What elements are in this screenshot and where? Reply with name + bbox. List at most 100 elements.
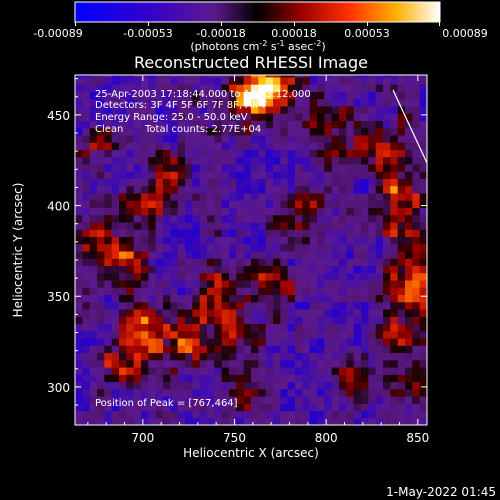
heatmap-cell	[97, 163, 105, 172]
heatmap-cell	[375, 113, 384, 121]
heatmap-cell	[192, 105, 201, 114]
heatmap-cell	[405, 374, 413, 383]
heatmap-cell	[412, 345, 421, 354]
heatmap-cell	[317, 308, 325, 317]
heatmap-cell	[412, 308, 421, 317]
heatmap-cell	[346, 113, 355, 121]
heatmap-cell	[207, 337, 215, 346]
heatmap-cell	[397, 272, 406, 281]
heatmap-cell	[375, 417, 384, 425]
heatmap-cell	[89, 337, 98, 346]
heatmap-cell	[390, 98, 399, 107]
heatmap-cell	[221, 374, 230, 383]
heatmap-cell	[265, 229, 274, 237]
heatmap-cell	[412, 76, 421, 85]
heatmap-cell	[302, 250, 311, 259]
heatmap-cell	[287, 185, 296, 194]
heatmap-cell	[368, 316, 377, 325]
heatmap-cell	[368, 200, 377, 208]
heatmap-cell	[75, 142, 83, 150]
heatmap-cell	[258, 337, 267, 346]
heatmap-cell	[163, 287, 171, 296]
heatmap-cell	[148, 345, 157, 354]
heatmap-cell	[192, 75, 201, 78]
heatmap-cell	[265, 337, 274, 346]
heatmap-cell	[346, 229, 355, 237]
heatmap-cell	[236, 105, 245, 114]
heatmap-cell	[368, 294, 377, 303]
heatmap-cell	[331, 410, 340, 419]
heatmap-cell	[126, 258, 135, 267]
heatmap-cell	[163, 243, 171, 252]
heatmap-cell	[192, 294, 201, 303]
heatmap-cell	[309, 91, 318, 100]
heatmap-cell	[207, 221, 215, 230]
heatmap-cell	[361, 272, 369, 281]
heatmap-cell	[236, 381, 245, 390]
heatmap-cell	[251, 149, 259, 158]
heatmap-cell	[119, 214, 127, 223]
heatmap-cell	[141, 214, 149, 223]
heatmap-cell	[273, 142, 281, 150]
heatmap-cell	[309, 316, 318, 325]
heatmap-cell	[258, 236, 267, 245]
heatmap-cell	[383, 279, 391, 288]
heatmap-cell	[273, 272, 281, 281]
heatmap-cell	[89, 366, 98, 375]
heatmap-cell	[141, 388, 149, 397]
heatmap-cell	[412, 301, 421, 310]
heatmap-cell	[126, 323, 135, 332]
heatmap-cell	[287, 229, 296, 237]
heatmap-cell	[229, 323, 237, 332]
heatmap-cell	[163, 171, 171, 179]
heatmap-cell	[82, 84, 91, 92]
heatmap-cell	[280, 403, 289, 412]
heatmap-cell	[251, 229, 259, 237]
heatmap-cell	[390, 149, 399, 158]
heatmap-cell	[346, 258, 355, 267]
heatmap-cell	[214, 366, 223, 375]
heatmap-cell	[229, 192, 237, 201]
heatmap-cell	[251, 366, 259, 375]
heatmap-cell	[229, 113, 237, 121]
heatmap-cell	[280, 250, 289, 259]
heatmap-cell	[295, 374, 303, 383]
heatmap-cell	[126, 105, 135, 114]
heatmap-cell	[412, 395, 421, 404]
heatmap-cell	[353, 345, 362, 354]
heatmap-cell	[309, 171, 318, 179]
heatmap-cell	[163, 374, 171, 383]
heatmap-cell	[163, 200, 171, 208]
heatmap-cell	[148, 113, 157, 121]
heatmap-cell	[353, 84, 362, 92]
heatmap-cell	[368, 395, 377, 404]
heatmap-cell	[383, 200, 391, 208]
heatmap-cell	[236, 345, 245, 354]
heatmap-cell	[265, 381, 274, 390]
heatmap-cell	[104, 200, 113, 208]
heatmap-cell	[207, 381, 215, 390]
heatmap-cell	[375, 330, 384, 339]
heatmap-cell	[412, 163, 421, 172]
heatmap-cell	[185, 236, 193, 245]
heatmap-cell	[339, 323, 347, 332]
heatmap-cell	[375, 163, 384, 172]
heatmap-cell	[119, 403, 127, 412]
heatmap-cell	[192, 76, 201, 85]
heatmap-cell	[331, 84, 340, 92]
heatmap-cell	[390, 192, 399, 201]
heatmap-cell	[353, 91, 362, 100]
heatmap-cell	[177, 366, 186, 375]
heatmap-cell	[295, 221, 303, 230]
heatmap-cell	[97, 178, 105, 187]
heatmap-cell	[287, 200, 296, 208]
heatmap-cell	[177, 149, 186, 158]
heatmap-cell	[155, 316, 164, 325]
heatmap-cell	[419, 149, 427, 158]
heatmap-cell	[324, 142, 333, 150]
heatmap-cell	[236, 156, 245, 165]
heatmap-cell	[199, 178, 208, 187]
heatmap-cell	[155, 250, 164, 259]
heatmap-cell	[324, 120, 333, 129]
heatmap-cell	[353, 134, 362, 143]
